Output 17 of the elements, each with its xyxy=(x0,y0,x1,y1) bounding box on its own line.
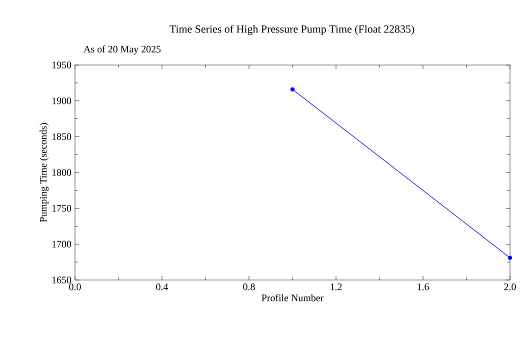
x-tick-label: 2.0 xyxy=(504,284,516,290)
y-tick-label: 1800 xyxy=(52,169,72,176)
y-axis-title: Pumping Time (seconds) xyxy=(40,123,49,222)
x-tick-label: 0.4 xyxy=(156,284,168,290)
y-tick-label: 1900 xyxy=(52,97,72,104)
x-tick-label: 0.8 xyxy=(243,284,255,290)
y-tick-label: 1700 xyxy=(52,240,72,248)
y-tick-label: 1750 xyxy=(52,204,72,212)
y-tick-label: 1850 xyxy=(52,133,72,140)
chart-subtitle: As of 20 May 2025 xyxy=(84,45,161,55)
x-tick-label: 1.6 xyxy=(418,284,429,290)
chart-title: Time Series of High Pressure Pump Time (Float 22835) xyxy=(170,24,414,36)
x-tick-label: 0.0 xyxy=(69,284,81,290)
x-tick-label: 1.2 xyxy=(330,284,342,290)
x-axis-title: Profile Number xyxy=(262,294,324,302)
y-tick-label: 1950 xyxy=(52,62,72,68)
y-tick-label: 1650 xyxy=(52,276,72,284)
